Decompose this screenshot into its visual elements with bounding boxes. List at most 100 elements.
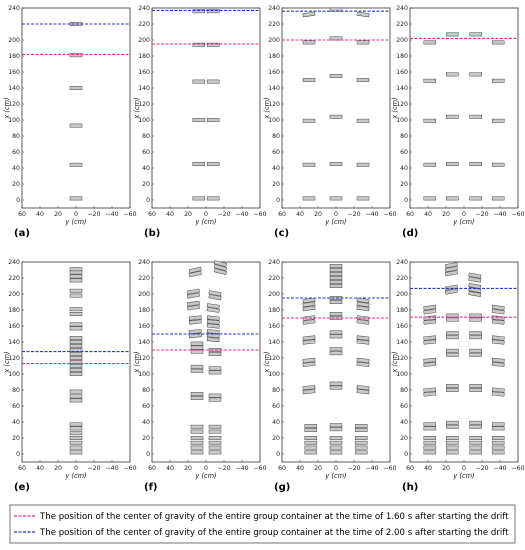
container-mark: [423, 357, 437, 363]
y-tick-label: 100: [396, 371, 408, 378]
container-mark: [69, 389, 83, 394]
y-tick-label: 80: [142, 133, 150, 140]
y-tick-label: 240: [268, 259, 280, 266]
container-mark: [208, 429, 222, 434]
container-mark: [444, 288, 458, 295]
container-mark: [469, 445, 482, 450]
container-mark: [186, 292, 200, 299]
container-mark: [356, 305, 370, 312]
plot-frame: [281, 261, 391, 463]
container-mark: [192, 42, 206, 47]
y-tick-label: 200: [268, 291, 280, 298]
y-tick-label: 140: [396, 85, 408, 92]
panel-7: 60 40 20 0 −20 −40 −60020406080100120140160180…: [263, 259, 397, 493]
container-mark: [190, 445, 204, 450]
plot-frame: [151, 261, 261, 463]
container-mark: [491, 339, 505, 345]
container-mark: [208, 352, 222, 356]
container-mark: [329, 272, 343, 276]
container-mark: [69, 440, 83, 445]
container-mark: [491, 440, 505, 445]
container-mark: [69, 436, 83, 440]
container-mark: [69, 364, 83, 368]
container-mark: [302, 297, 316, 304]
container-mark: [302, 319, 316, 325]
container-mark: [356, 319, 370, 325]
container-mark: [186, 288, 200, 295]
y-axis-label: x (cm): [3, 97, 11, 119]
container-mark: [69, 372, 83, 376]
container-mark: [302, 162, 316, 167]
y-tick-label: 140: [8, 339, 20, 346]
container-mark: [69, 356, 83, 360]
container-mark: [446, 335, 459, 340]
container-mark: [190, 450, 204, 455]
x-tick-label: 20: [314, 465, 322, 472]
container-mark: [469, 388, 482, 392]
y-tick-label: 180: [268, 53, 280, 60]
x-tick-label: 0: [74, 211, 78, 218]
container-mark: [69, 278, 83, 283]
x-tick-label: 0: [334, 211, 338, 218]
panel-8: 60 40 20 0 −20 −40 −60020406080100120140160180…: [391, 259, 525, 493]
y-tick-label: 240: [396, 259, 408, 266]
plot-frame: [151, 7, 261, 209]
container-mark: [446, 384, 459, 388]
container-mark: [491, 118, 505, 123]
x-tick-label: 40: [36, 465, 44, 472]
container-mark: [69, 368, 83, 372]
y-axis-label: x (cm): [133, 97, 141, 119]
x-tick-label: 60: [406, 211, 414, 218]
container-mark: [188, 319, 202, 325]
x-tick-label: 60: [278, 211, 286, 218]
container-mark: [69, 344, 83, 348]
container-mark: [302, 357, 316, 363]
container-mark: [469, 440, 482, 445]
y-tick-label: 180: [8, 307, 20, 314]
x-axis-label: y (cm): [452, 472, 474, 480]
y-tick-label: 60: [272, 403, 280, 410]
container-mark: [446, 424, 459, 429]
container-mark: [423, 440, 437, 445]
y-tick-label: 100: [268, 117, 280, 124]
container-mark: [329, 300, 343, 304]
x-tick-label: 20: [184, 465, 192, 472]
y-tick-label: 80: [12, 387, 20, 394]
y-tick-label: 80: [12, 133, 20, 140]
x-tick-label: 0: [334, 465, 338, 472]
y-tick-label: 20: [400, 435, 408, 442]
x-tick-label: 40: [296, 465, 304, 472]
container-mark: [69, 288, 83, 293]
container-mark: [190, 345, 204, 350]
y-tick-label: 160: [396, 323, 408, 330]
container-mark: [356, 78, 370, 82]
y-axis-label: x (cm): [391, 351, 399, 373]
y-tick-label: 160: [8, 69, 20, 76]
container-mark: [329, 268, 343, 272]
x-tick-label: 20: [442, 465, 450, 472]
y-tick-label: 40: [12, 165, 20, 172]
container-mark: [469, 424, 482, 429]
container-mark: [491, 361, 505, 367]
container-mark: [302, 196, 316, 201]
y-tick-label: 120: [138, 355, 150, 362]
container-mark: [206, 42, 220, 47]
container-mark: [329, 351, 343, 356]
y-tick-label: 40: [12, 419, 20, 426]
y-tick-label: 220: [396, 275, 408, 282]
y-tick-label: 120: [8, 101, 20, 108]
panel-3: 60 40 20 0 −20 −40 −60020406080100120140160180…: [263, 5, 397, 239]
y-axis-label: x (cm): [3, 351, 11, 373]
container-mark: [354, 424, 368, 428]
y-tick-label: 200: [396, 37, 408, 44]
container-mark: [188, 270, 202, 278]
y-tick-label: 200: [396, 291, 408, 298]
panel-6: 60 40 20 0 −20 −40 −60020406080100120140160180…: [133, 259, 267, 493]
y-tick-label: 120: [8, 355, 20, 362]
container-mark: [186, 300, 200, 307]
panel-4: 60 40 20 0 −20 −40 −60020406080100120140160180…: [391, 5, 525, 239]
container-mark: [206, 315, 220, 321]
y-tick-label: 180: [396, 53, 408, 60]
container-mark: [468, 276, 482, 283]
container-mark: [206, 323, 220, 329]
